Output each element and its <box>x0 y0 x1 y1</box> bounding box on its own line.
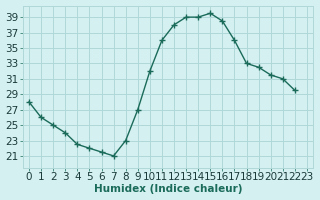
X-axis label: Humidex (Indice chaleur): Humidex (Indice chaleur) <box>94 184 242 194</box>
